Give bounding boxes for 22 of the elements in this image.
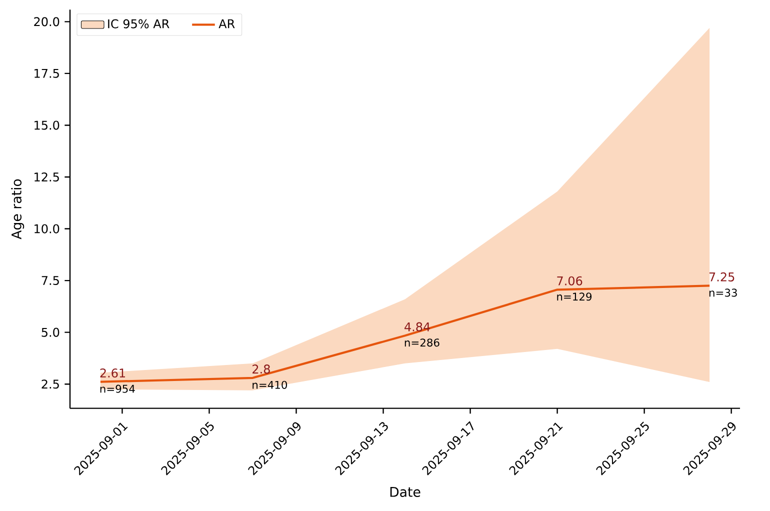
y-tick-label: 20.0 [34, 17, 60, 26]
legend-label: AR [218, 19, 235, 28]
annotation: n=33 [709, 288, 737, 297]
annotation: n=286 [404, 338, 440, 347]
annotation: n=954 [100, 384, 135, 393]
y-tick-label: 7.5 [42, 276, 59, 286]
data-label: 2.8 [252, 364, 270, 374]
y-tick-label: 17.5 [34, 69, 59, 78]
annotation: n=129 [557, 292, 592, 301]
data-label: 7.25 [709, 272, 734, 282]
y-tick-label: 15.0 [34, 120, 60, 130]
data-label: 2.61 [100, 368, 125, 378]
y-tick-label: 5.0 [42, 328, 60, 337]
data-label: 7.06 [557, 276, 582, 286]
x-axis-title: Date [390, 487, 420, 497]
y-tick-label: 10.0 [34, 224, 60, 234]
y-tick-label: 2.5 [42, 380, 59, 389]
legend-label: IC 95% AR [108, 19, 170, 28]
y-axis-title: Age ratio [11, 179, 24, 240]
annotation: n=410 [252, 380, 288, 389]
data-label: 4.84 [404, 322, 430, 332]
y-tick-label: 12.5 [34, 172, 59, 182]
